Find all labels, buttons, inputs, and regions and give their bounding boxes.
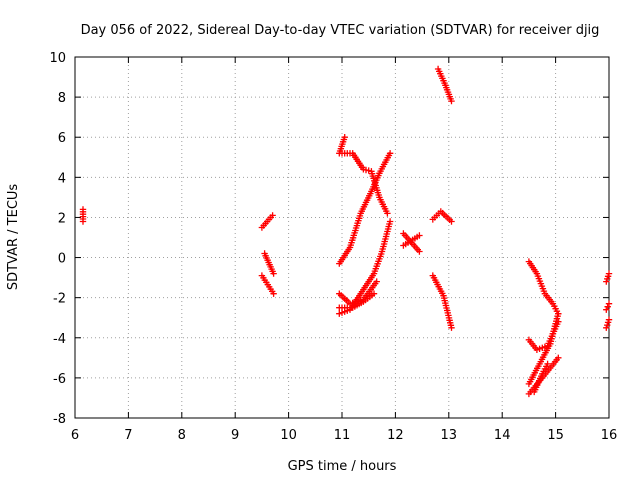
x-tick-label: 15 <box>547 428 564 443</box>
x-tick-label: 6 <box>71 428 79 443</box>
data-point <box>555 310 562 317</box>
y-tick-label: 10 <box>49 51 66 66</box>
data-point <box>386 218 394 225</box>
x-tick-label: 13 <box>441 428 458 443</box>
y-tick-label: -2 <box>53 292 66 307</box>
x-tick-label: 12 <box>387 428 404 443</box>
series-s22 <box>603 300 613 313</box>
plot-frame <box>74 56 610 419</box>
data-point <box>555 354 562 361</box>
series-s10 <box>336 278 380 307</box>
series-s3 <box>261 250 277 277</box>
y-tick-label: 6 <box>58 131 66 146</box>
y-tick-label: -8 <box>53 412 66 427</box>
series-s14 <box>429 272 455 331</box>
x-tick-label: 9 <box>231 428 239 443</box>
data-point <box>370 290 378 297</box>
data-point <box>384 210 391 217</box>
series-s12 <box>400 230 423 255</box>
series-s21 <box>603 270 613 285</box>
y-axis-label: SDTVAR / TECUs <box>6 184 21 291</box>
series-s1 <box>79 206 87 225</box>
data-point <box>605 300 613 307</box>
data-point <box>605 316 613 323</box>
data-point <box>386 150 394 157</box>
x-axis-label: GPS time / hours <box>288 459 397 474</box>
y-tick-label: 8 <box>58 91 66 106</box>
series-s13 <box>429 208 455 225</box>
chart-title: Day 056 of 2022, Sidereal Day-to-day VTE… <box>81 23 600 38</box>
series-s4 <box>258 272 277 297</box>
data-point <box>603 306 610 313</box>
series-s20 <box>531 360 551 396</box>
y-tick-label: -6 <box>53 372 66 387</box>
data-point <box>544 360 551 368</box>
series-s15 <box>434 65 455 105</box>
data-point <box>269 212 276 219</box>
data-point <box>341 134 348 141</box>
data-point <box>448 97 455 105</box>
y-tick-label: 2 <box>58 211 66 226</box>
data-points <box>79 65 613 398</box>
data-point <box>373 278 380 285</box>
series-s23 <box>603 316 613 331</box>
y-tick-label: 4 <box>58 171 66 186</box>
series-s6 <box>338 150 391 217</box>
data-point <box>448 218 455 225</box>
data-point <box>604 303 611 310</box>
x-axis-ticks: 6 7 8 9 10 11 12 13 14 15 16 <box>71 57 617 443</box>
x-tick-label: 11 <box>334 428 351 443</box>
data-point <box>270 290 277 297</box>
x-tick-label: 14 <box>494 428 511 443</box>
data-point <box>79 206 87 213</box>
y-tick-label: -4 <box>53 332 66 347</box>
y-tick-label: 0 <box>58 252 66 267</box>
data-point <box>605 270 613 277</box>
series-s2 <box>258 212 276 231</box>
data-point <box>448 324 455 331</box>
grid-lines <box>75 57 609 418</box>
x-tick-label: 16 <box>601 428 618 443</box>
data-point <box>416 232 423 239</box>
x-tick-label: 8 <box>178 428 186 443</box>
data-point <box>416 248 423 255</box>
y-axis-ticks: -8 -6 -4 -2 0 2 4 6 8 10 <box>49 51 609 427</box>
data-point <box>270 270 277 277</box>
series-s7 <box>336 150 394 267</box>
series-s16 <box>525 258 562 317</box>
x-tick-label: 7 <box>124 428 132 443</box>
series-s18 <box>525 310 562 388</box>
x-tick-label: 10 <box>280 428 297 443</box>
